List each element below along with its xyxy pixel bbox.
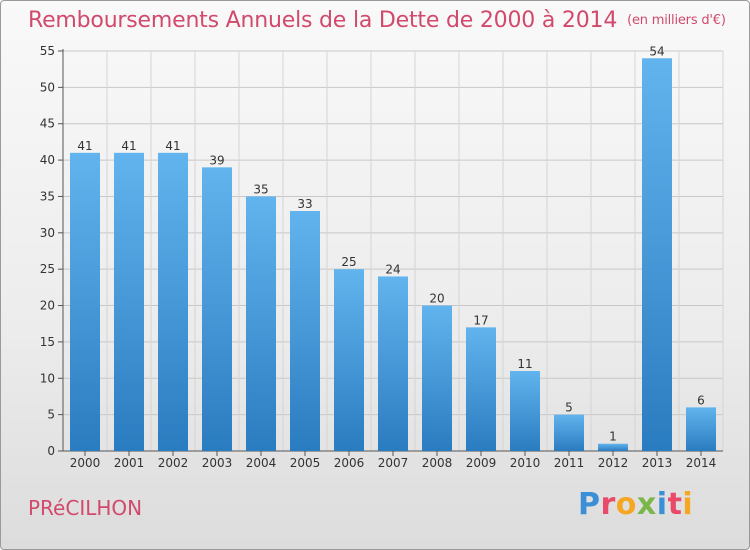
y-tick-label: 30 xyxy=(40,226,55,240)
x-tick-label: 2008 xyxy=(422,456,453,470)
x-tick-label: 2007 xyxy=(378,456,409,470)
x-tick-label: 2001 xyxy=(114,456,145,470)
chart-title: Remboursements Annuels de la Dette de 20… xyxy=(28,8,726,33)
bar xyxy=(246,196,276,451)
data-label: 41 xyxy=(165,139,180,153)
data-label: 1 xyxy=(609,430,617,444)
bar xyxy=(114,152,144,451)
bar xyxy=(466,327,496,451)
logo-letter: P xyxy=(578,487,601,522)
data-label: 24 xyxy=(385,262,400,276)
bar xyxy=(202,167,232,451)
x-tick-label: 2000 xyxy=(70,456,101,470)
labels: 0510152025303540455055200041200141200241… xyxy=(40,44,717,470)
data-label: 54 xyxy=(649,44,664,58)
bar xyxy=(378,276,408,451)
chart-title-text: Remboursements Annuels de la Dette de 20… xyxy=(28,8,618,33)
bar xyxy=(290,211,320,451)
y-tick-label: 20 xyxy=(40,299,55,313)
x-tick-label: 2006 xyxy=(334,456,365,470)
data-label: 41 xyxy=(121,139,136,153)
bars xyxy=(70,58,716,451)
y-tick-label: 5 xyxy=(47,408,55,422)
bar xyxy=(422,305,452,451)
data-label: 20 xyxy=(429,292,444,306)
y-tick-label: 35 xyxy=(40,189,55,203)
bar xyxy=(334,269,364,451)
y-tick-label: 40 xyxy=(40,153,55,167)
bar xyxy=(598,443,628,451)
data-label: 41 xyxy=(77,139,92,153)
bar xyxy=(70,152,100,451)
x-tick-label: 2011 xyxy=(554,456,585,470)
x-tick-label: 2009 xyxy=(466,456,497,470)
x-tick-label: 2004 xyxy=(246,456,277,470)
data-label: 11 xyxy=(517,357,532,371)
logo-letter: x xyxy=(636,487,657,522)
y-tick-label: 55 xyxy=(40,44,55,58)
logo-letter: r xyxy=(600,487,616,522)
data-label: 5 xyxy=(565,401,573,415)
logo-letter: o xyxy=(615,487,637,522)
bar xyxy=(510,371,540,451)
x-tick-label: 2005 xyxy=(290,456,321,470)
x-tick-label: 2002 xyxy=(158,456,189,470)
y-tick-label: 45 xyxy=(40,117,55,131)
logo-letter: i xyxy=(656,487,668,522)
x-tick-label: 2012 xyxy=(598,456,629,470)
chart-unit: (en milliers d'€) xyxy=(627,13,726,28)
data-label: 39 xyxy=(209,153,224,167)
data-label: 6 xyxy=(697,393,705,407)
x-tick-label: 2014 xyxy=(686,456,717,470)
y-tick-label: 10 xyxy=(40,371,55,385)
x-tick-label: 2010 xyxy=(510,456,541,470)
data-label: 25 xyxy=(341,255,356,269)
bar xyxy=(158,152,188,451)
bar xyxy=(554,414,584,451)
x-tick-label: 2013 xyxy=(642,456,673,470)
y-tick-label: 0 xyxy=(47,444,55,458)
bar xyxy=(642,58,672,451)
x-tick-label: 2003 xyxy=(202,456,233,470)
commune-name: PRéCILHON xyxy=(28,496,143,520)
logo-letter: t xyxy=(667,487,683,522)
data-label: 33 xyxy=(297,197,312,211)
y-tick-label: 25 xyxy=(40,262,55,276)
y-tick-label: 50 xyxy=(40,80,55,94)
logo-letter: i xyxy=(682,487,694,522)
data-label: 17 xyxy=(473,313,488,327)
proxiti-logo[interactable]: Proxiti xyxy=(578,487,693,522)
bar xyxy=(686,407,716,451)
y-tick-label: 15 xyxy=(40,335,55,349)
data-label: 35 xyxy=(253,182,268,196)
